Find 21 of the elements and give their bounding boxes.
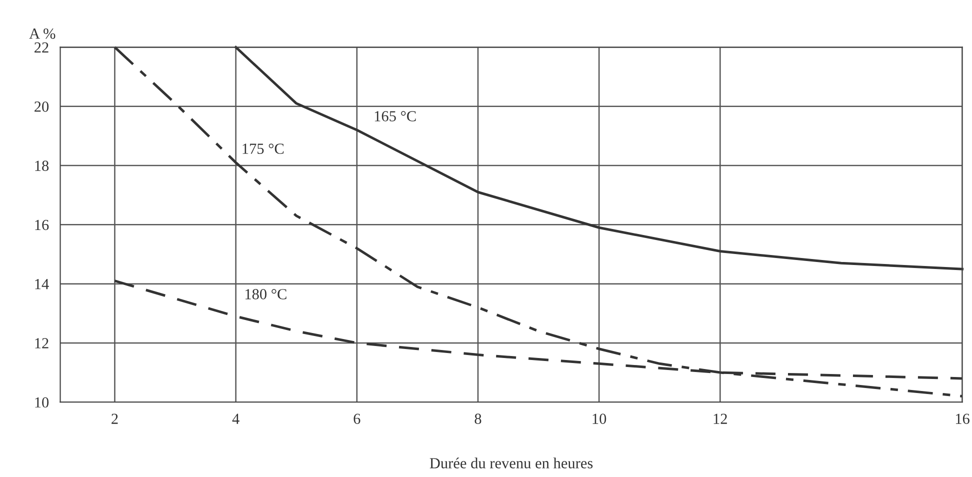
y-tick-label: 14 [35,279,49,290]
y-axis-title: A % [29,28,56,39]
x-axis-title: Durée du revenu en heures [430,458,593,468]
x-tick-label: 6 [354,414,360,424]
y-tick-label: 20 [34,102,49,112]
y-tick-label: 12 [35,338,48,348]
x-tick-label: 10 [592,414,606,424]
x-tick-label: 8 [474,414,482,424]
series-label: 175 °C [242,144,284,154]
line-series [234,46,964,270]
x-tick-label: 4 [232,414,240,424]
x-tick-label: 16 [956,414,970,424]
series-label: 165 °C [374,111,416,122]
y-tick-label: 10 [35,397,49,408]
series-label: 180 °C [246,289,286,300]
y-tick-label: 18 [35,160,49,171]
x-tick-label: 12 [714,414,727,424]
y-tick-label: 22 [34,42,48,53]
x-tick-label: 2 [112,414,118,424]
line-series [114,46,964,398]
y-tick-label: 16 [35,220,49,230]
